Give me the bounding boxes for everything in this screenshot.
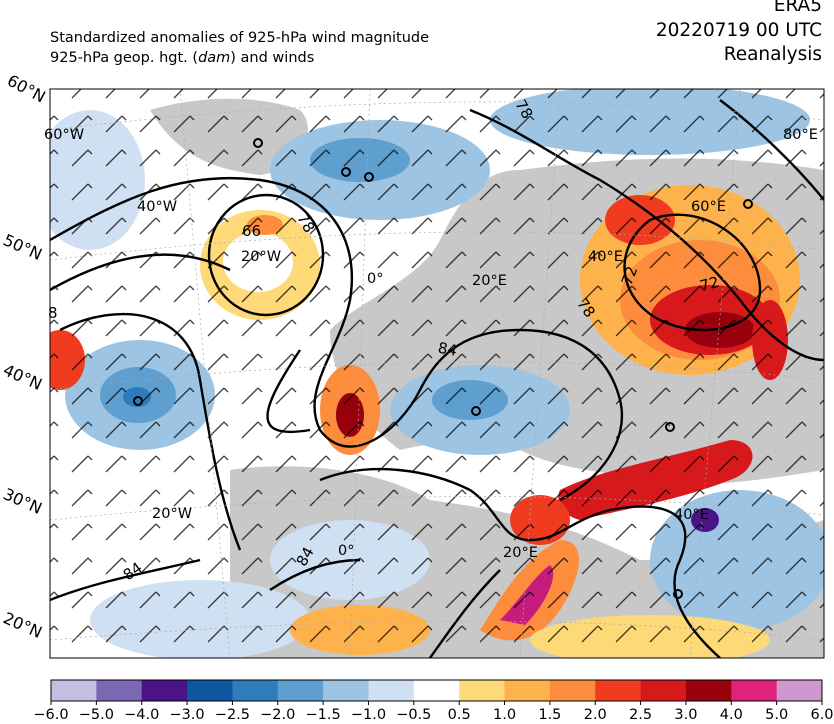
contour-label: 84 [437, 339, 459, 360]
lon-label: 80°E [783, 127, 818, 143]
map-subtitle: 925-hPa geop. hgt. (dam) and winds [50, 50, 315, 66]
contour-label: 66 [242, 222, 261, 240]
colorbar-tick-label: −0.5 [396, 707, 431, 723]
map-field [50, 89, 824, 658]
colorbar-tick-label: −6.0 [33, 707, 68, 723]
colorbar-tick-label: −3.0 [169, 707, 204, 723]
lon-label: 40°W [137, 199, 177, 215]
lon-label: 0° [338, 543, 354, 559]
colorbar-cell [459, 680, 506, 701]
colorbar-cell [731, 680, 778, 701]
colorbar-tick-label: 3.0 [674, 707, 697, 723]
colorbar-tick-label: −4.0 [124, 707, 159, 723]
lon-label: 20°E [472, 273, 507, 289]
colorbar-tick-label: −1.0 [351, 707, 386, 723]
product-label: Reanalysis [723, 44, 822, 65]
colorbar-tick-label: −5.0 [79, 707, 114, 723]
lon-label: 20°W [152, 506, 192, 522]
colorbar-cell [640, 680, 687, 701]
colorbar-cell [232, 680, 279, 701]
colorbar-tick-label: −1.5 [306, 707, 341, 723]
map-title: Standardized anomalies of 925-hPa wind m… [50, 30, 430, 46]
lon-label: 60°W [44, 127, 84, 143]
geopotential-contours [50, 99, 824, 658]
lon-label: 20°W [241, 249, 281, 265]
colorbar-cell [51, 680, 97, 701]
colorbar-cell [277, 680, 324, 701]
colorbar-frame [50, 679, 823, 702]
model-label: ERA5 [773, 0, 822, 16]
lon-label: 0° [367, 271, 383, 287]
colorbar-cell [685, 680, 732, 701]
lon-label: 60°E [691, 199, 726, 215]
colorbar-cell [323, 680, 369, 701]
colorbar-tick-label: 1.0 [493, 707, 516, 723]
colorbar-tick-label: 0.5 [448, 707, 471, 723]
lon-label: 20°E [503, 545, 538, 561]
colorbar-cell [368, 680, 415, 701]
map-frame [49, 88, 825, 659]
lon-label: 40°E [588, 249, 623, 265]
colorbar-cell [96, 680, 143, 701]
colorbar-tick-label: 4.0 [720, 707, 743, 723]
colorbar-tick-label: 5.0 [765, 707, 788, 723]
colorbar-tick-label: 2.5 [629, 707, 652, 723]
colorbar-cell [141, 680, 188, 701]
lon-label: 40°E [674, 507, 709, 523]
colorbar-tick-label: 6.0 [810, 707, 833, 723]
colorbar-cell [776, 680, 823, 701]
colorbar-tick-label: −2.0 [260, 707, 295, 723]
colorbar-cell [187, 680, 233, 701]
colorbar-tick-label: −2.5 [215, 707, 250, 723]
colorbar-cell [549, 680, 596, 701]
colorbar-tick-label: 1.5 [538, 707, 561, 723]
contour-label: 72 [618, 264, 641, 288]
colorbar-cell [504, 680, 551, 701]
contour-label: 72 [698, 273, 721, 295]
datetime-label: 20220719 00 UTC [655, 20, 822, 41]
colorbar-cell [413, 680, 460, 701]
colorbar-cell [595, 680, 642, 701]
colorbar-tick-label: 2.0 [584, 707, 607, 723]
contour-label: 8 [48, 304, 58, 322]
